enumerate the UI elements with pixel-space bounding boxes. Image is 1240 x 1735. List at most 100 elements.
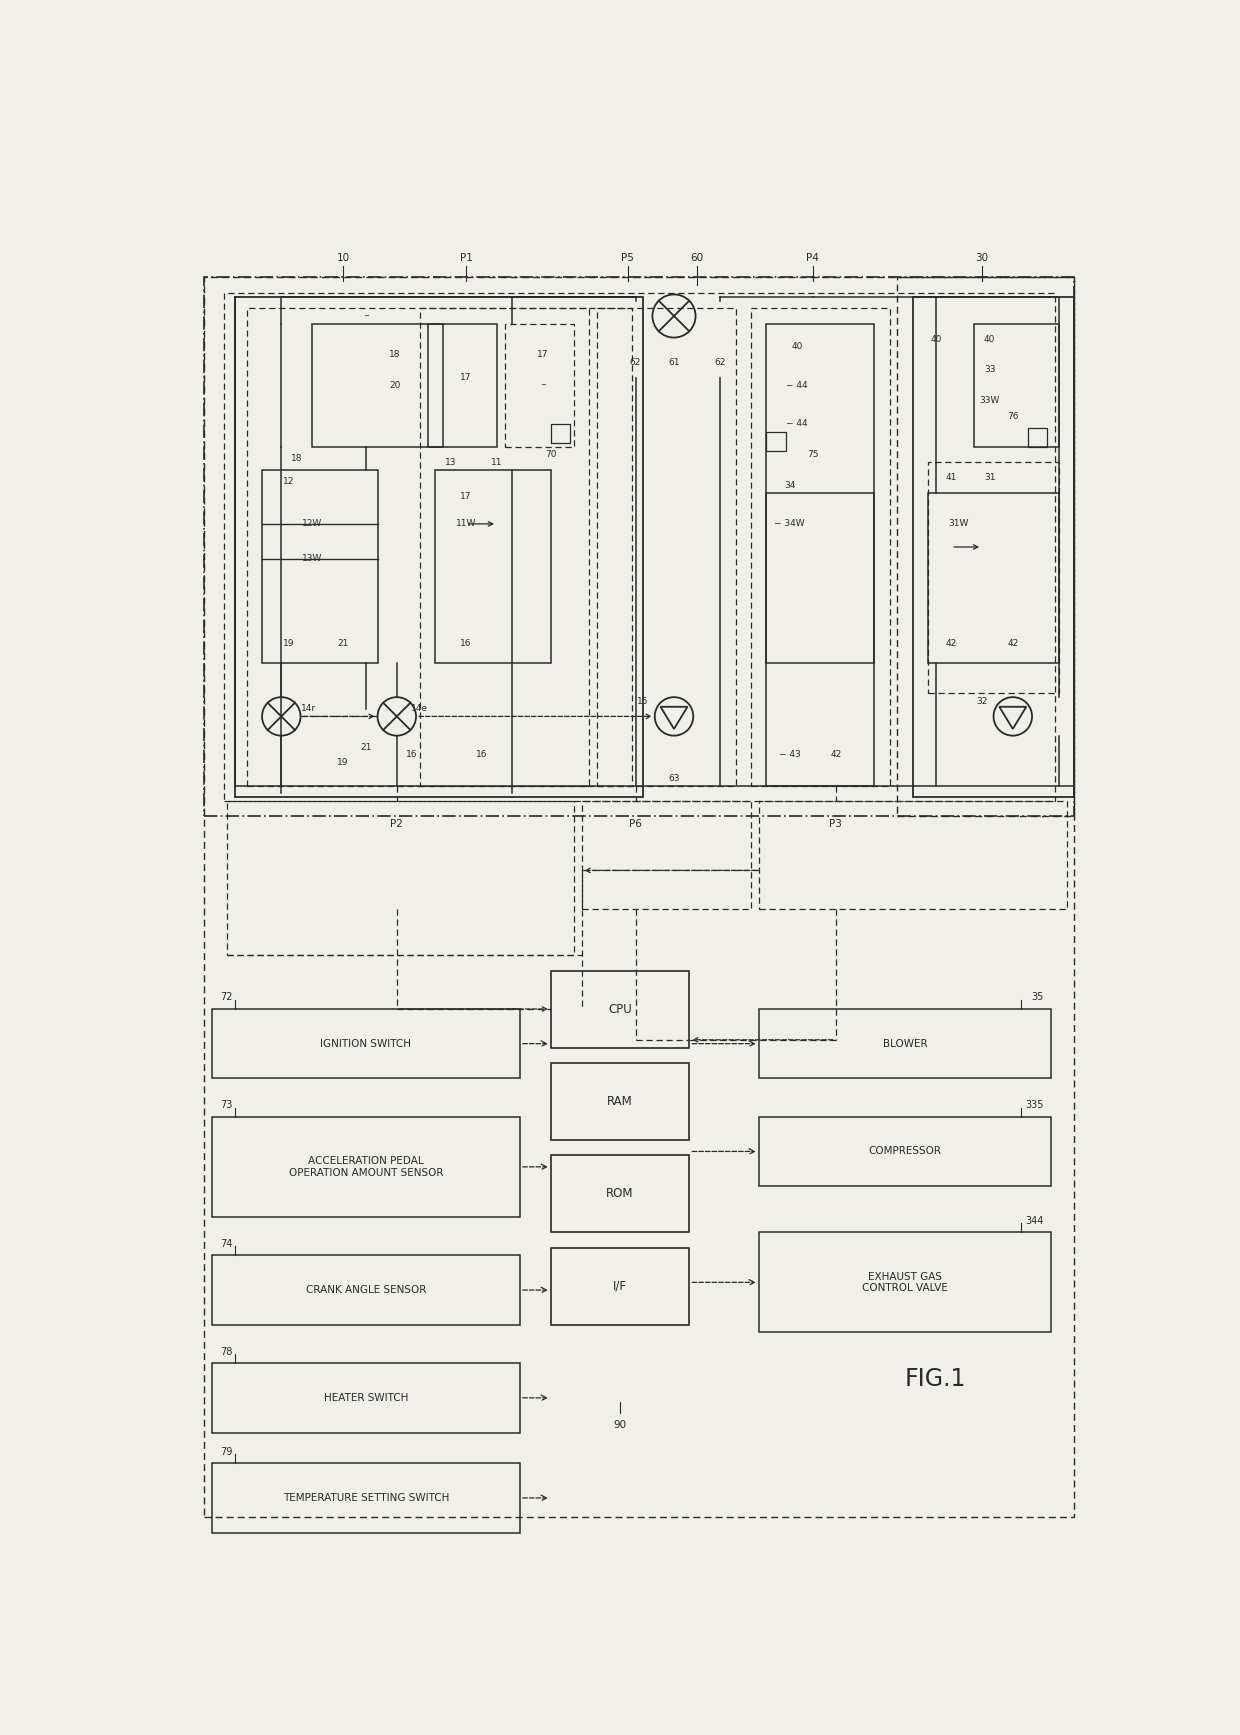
Text: 19: 19 bbox=[283, 638, 295, 647]
Text: 17: 17 bbox=[460, 373, 472, 382]
Text: BLOWER: BLOWER bbox=[883, 1039, 928, 1048]
Text: 73: 73 bbox=[219, 1100, 232, 1110]
Bar bbox=[596, 309, 735, 786]
Bar bbox=[975, 324, 1059, 448]
Text: 40: 40 bbox=[930, 335, 941, 344]
Text: 63: 63 bbox=[668, 774, 680, 782]
Bar bbox=[223, 293, 1055, 802]
Text: −: − bbox=[363, 312, 370, 319]
Bar bbox=[582, 802, 751, 909]
Text: ACCELERATION PEDAL
OPERATION AMOUNT SENSOR: ACCELERATION PEDAL OPERATION AMOUNT SENS… bbox=[289, 1156, 443, 1178]
Text: P4: P4 bbox=[806, 253, 820, 264]
Bar bbox=[247, 309, 631, 786]
Text: 31W: 31W bbox=[949, 519, 970, 529]
Text: HEATER SWITCH: HEATER SWITCH bbox=[324, 1393, 408, 1404]
Text: 12: 12 bbox=[283, 477, 295, 486]
Text: 13W: 13W bbox=[301, 553, 322, 564]
Bar bbox=[1028, 427, 1048, 448]
Text: 11W: 11W bbox=[456, 519, 476, 529]
Text: I/F: I/F bbox=[613, 1280, 627, 1293]
Text: 15: 15 bbox=[637, 696, 649, 706]
Text: 78: 78 bbox=[219, 1346, 232, 1357]
Text: 33: 33 bbox=[985, 366, 996, 375]
Text: 17: 17 bbox=[537, 350, 549, 359]
Bar bbox=[913, 297, 1074, 798]
Text: P6: P6 bbox=[629, 819, 642, 829]
Bar bbox=[766, 324, 874, 786]
Bar bbox=[505, 324, 574, 448]
Bar bbox=[898, 278, 1074, 817]
Text: 33W: 33W bbox=[980, 396, 999, 406]
Text: P1: P1 bbox=[460, 253, 472, 264]
Bar bbox=[759, 1232, 1052, 1332]
Text: 18: 18 bbox=[389, 350, 401, 359]
Text: − 34W: − 34W bbox=[774, 519, 805, 529]
Text: 16: 16 bbox=[476, 751, 487, 760]
Text: 335: 335 bbox=[1025, 1100, 1044, 1110]
Text: 21: 21 bbox=[337, 638, 348, 647]
Text: 70: 70 bbox=[546, 449, 557, 460]
Bar bbox=[212, 1256, 520, 1326]
Bar bbox=[212, 1117, 520, 1216]
Text: CRANK ANGLE SENSOR: CRANK ANGLE SENSOR bbox=[306, 1286, 427, 1294]
Text: − 44: − 44 bbox=[786, 380, 808, 390]
Text: 72: 72 bbox=[219, 992, 232, 1003]
Text: 40: 40 bbox=[985, 335, 996, 344]
Text: 12W: 12W bbox=[303, 519, 322, 529]
Text: 42: 42 bbox=[946, 638, 957, 647]
Text: 62: 62 bbox=[714, 357, 725, 366]
Text: 18: 18 bbox=[291, 455, 303, 463]
Bar bbox=[236, 297, 644, 798]
Text: 13: 13 bbox=[445, 458, 456, 467]
Bar bbox=[928, 462, 1059, 694]
Text: ROM: ROM bbox=[606, 1187, 634, 1201]
Bar bbox=[551, 423, 570, 442]
Bar bbox=[759, 802, 1066, 909]
Text: 19: 19 bbox=[337, 758, 348, 767]
Bar bbox=[435, 470, 551, 663]
Bar bbox=[227, 802, 574, 954]
Text: −: − bbox=[541, 382, 546, 389]
Text: 60: 60 bbox=[691, 253, 703, 264]
Bar bbox=[766, 493, 874, 663]
Bar bbox=[551, 1156, 689, 1232]
Text: 11: 11 bbox=[491, 458, 502, 467]
Bar bbox=[751, 309, 889, 786]
Text: 20: 20 bbox=[389, 380, 401, 390]
Text: TEMPERATURE SETTING SWITCH: TEMPERATURE SETTING SWITCH bbox=[283, 1492, 449, 1503]
Text: 16: 16 bbox=[407, 751, 418, 760]
Bar bbox=[551, 970, 689, 1048]
Text: 42: 42 bbox=[1007, 638, 1018, 647]
Text: − 43: − 43 bbox=[779, 751, 800, 760]
Text: EXHAUST GAS
CONTROL VALVE: EXHAUST GAS CONTROL VALVE bbox=[862, 1272, 947, 1293]
Bar bbox=[766, 432, 786, 451]
Text: FIG.1: FIG.1 bbox=[905, 1367, 966, 1390]
Text: IGNITION SWITCH: IGNITION SWITCH bbox=[320, 1039, 412, 1048]
Text: CPU: CPU bbox=[609, 1003, 632, 1015]
Text: 90: 90 bbox=[614, 1419, 626, 1430]
Bar bbox=[262, 470, 377, 663]
Text: P2: P2 bbox=[391, 819, 403, 829]
Text: 31: 31 bbox=[985, 474, 996, 482]
Bar bbox=[212, 1463, 520, 1532]
Text: − 44: − 44 bbox=[786, 420, 808, 429]
Text: 16: 16 bbox=[460, 638, 472, 647]
Bar bbox=[928, 493, 1059, 663]
Text: 17: 17 bbox=[460, 493, 472, 501]
Bar bbox=[212, 1364, 520, 1433]
Text: 14e: 14e bbox=[412, 704, 428, 713]
Bar bbox=[212, 1010, 520, 1077]
Text: 344: 344 bbox=[1025, 1216, 1044, 1225]
Text: P3: P3 bbox=[830, 819, 842, 829]
Bar bbox=[205, 278, 1074, 817]
Bar bbox=[551, 1064, 689, 1140]
Text: 79: 79 bbox=[219, 1447, 232, 1457]
Text: 14r: 14r bbox=[300, 704, 316, 713]
Text: COMPRESSOR: COMPRESSOR bbox=[868, 1147, 941, 1157]
Text: 41: 41 bbox=[946, 474, 957, 482]
Bar bbox=[759, 1010, 1052, 1077]
Text: RAM: RAM bbox=[608, 1095, 632, 1109]
Bar bbox=[759, 1117, 1052, 1187]
Text: 30: 30 bbox=[976, 253, 988, 264]
Bar bbox=[420, 309, 589, 786]
